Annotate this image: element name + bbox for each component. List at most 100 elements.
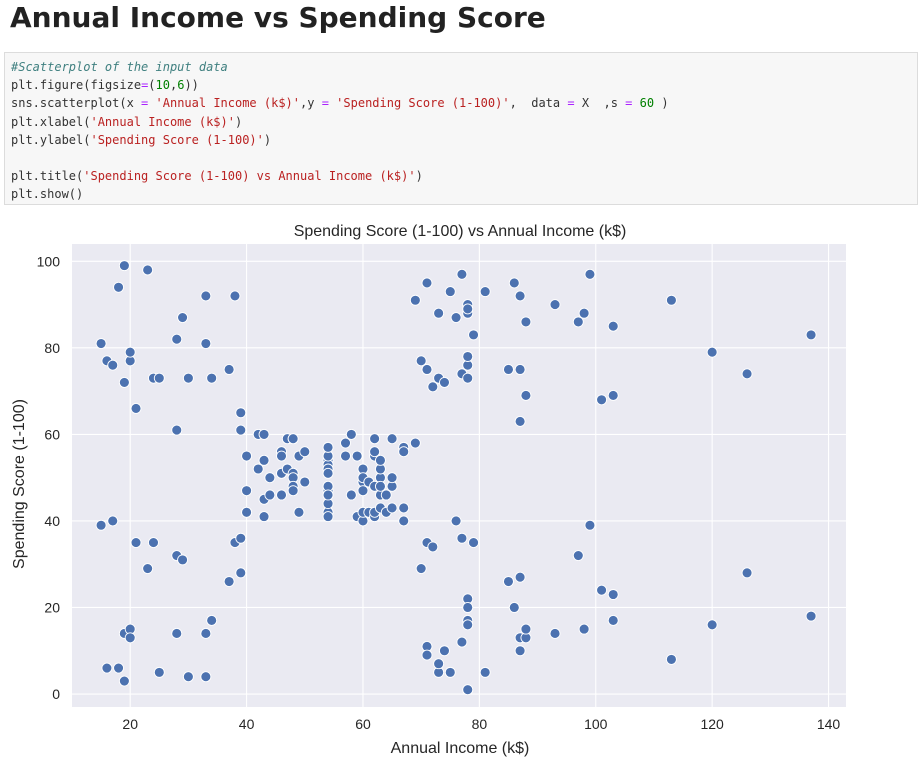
code-token: ) [654, 96, 669, 111]
scatter-point [241, 450, 253, 462]
x-tick-label: 80 [472, 716, 488, 732]
scatter-point [398, 446, 410, 458]
scatter-point [462, 372, 474, 384]
scatter-point [462, 351, 474, 362]
scatter-point [398, 502, 410, 514]
scatter-point [409, 437, 421, 449]
scatter-point [107, 359, 119, 371]
scatter-point [450, 515, 462, 527]
scatter-point [520, 389, 532, 401]
scatter-point [118, 260, 130, 272]
code-token: )) [184, 78, 199, 93]
scatter-point [322, 441, 334, 453]
scatter-point [386, 502, 398, 514]
scatter-point [95, 519, 107, 531]
scatter-point [421, 364, 433, 375]
page-heading: Annual Income vs Spending Score [10, 1, 546, 34]
scatter-point [508, 602, 520, 613]
code-line [11, 149, 917, 167]
code-line: plt.xlabel('Annual Income (k$)') [11, 113, 917, 131]
scatter-point [706, 619, 718, 631]
scatter-point [456, 636, 468, 648]
scatter-point [299, 476, 311, 488]
scatter-point [741, 368, 753, 380]
scatter-point [299, 446, 311, 458]
scatter-point [113, 281, 125, 293]
code-token: 'Annual Income (k$)' [155, 96, 301, 111]
scatter-point [468, 329, 479, 341]
scatter-point [340, 437, 351, 449]
scatter-point [107, 515, 119, 527]
scatter-point [578, 307, 590, 319]
scatter-point [514, 364, 526, 375]
scatter-point [462, 303, 474, 315]
scatter-point [409, 294, 421, 306]
code-token: figure [39, 78, 84, 93]
scatter-point [421, 277, 433, 289]
code-token: sns.scatterplot(x [11, 96, 142, 111]
scatter-point [223, 364, 235, 375]
scatter-point [177, 312, 189, 324]
scatter-point [549, 299, 561, 311]
scatter-point [374, 480, 386, 492]
code-token: = [625, 96, 633, 111]
scatter-point [607, 589, 619, 600]
scatter-point [258, 428, 270, 440]
scatter-point [200, 671, 212, 683]
code-line: plt.figure(figsize=(10,6)) [11, 76, 917, 94]
code-cell[interactable]: #Scatterplot of the input data plt.figure… [4, 52, 918, 205]
scatter-point [444, 286, 456, 298]
scatter-point [357, 485, 369, 497]
scatter-point [124, 632, 136, 644]
scatter-point [433, 658, 445, 670]
scatter-point [607, 389, 619, 401]
scatter-point [596, 394, 608, 406]
scatter-point [665, 294, 677, 306]
grid-lines [72, 244, 846, 707]
scatter-point [264, 472, 276, 484]
scatter-chart: Spending Score (1-100) vs Annual Income … [11, 223, 846, 757]
scatter-point [182, 671, 194, 683]
code-block[interactable]: #Scatterplot of the input data plt.figure… [5, 53, 917, 204]
scatter-point [153, 372, 165, 384]
code-token: 10 [155, 78, 170, 93]
scatter-point [322, 511, 334, 523]
scatter-point [171, 627, 183, 639]
code-token: , data [509, 96, 568, 111]
code-token [148, 96, 155, 110]
scatter-point [572, 316, 584, 328]
scatter-point [101, 662, 113, 674]
scatter-point [462, 684, 474, 696]
scatter-point [113, 662, 125, 674]
scatter-point [369, 446, 381, 458]
scatter-point [386, 433, 398, 445]
data-points [95, 260, 817, 696]
code-line: plt.show() [11, 185, 917, 203]
scatter-point [142, 264, 154, 276]
y-tick-label: 0 [52, 686, 60, 702]
scatter-point [380, 489, 392, 501]
scatter-point [549, 627, 561, 639]
scatter-point [287, 485, 299, 497]
code-token: 60 [639, 96, 655, 111]
scatter-point [706, 346, 718, 358]
scatter-point [118, 675, 130, 687]
code-token: ) [263, 132, 272, 147]
scatter-point [415, 355, 427, 367]
x-tick-label: 140 [817, 716, 841, 732]
scatter-point [805, 329, 817, 341]
scatter-point [340, 450, 351, 462]
scatter-point [439, 377, 450, 388]
scatter-point [345, 489, 357, 501]
scatter-point [514, 571, 526, 583]
scatter-point [386, 472, 398, 484]
scatter-point [200, 627, 212, 639]
code-token: 6 [177, 78, 185, 93]
scatter-point [351, 450, 363, 462]
scatter-point [444, 666, 456, 678]
code-token: plt. [11, 78, 40, 93]
scatter-point [293, 506, 305, 518]
code-token: X ,s [574, 96, 626, 111]
scatter-point [264, 489, 276, 501]
scatter-point [235, 567, 247, 579]
